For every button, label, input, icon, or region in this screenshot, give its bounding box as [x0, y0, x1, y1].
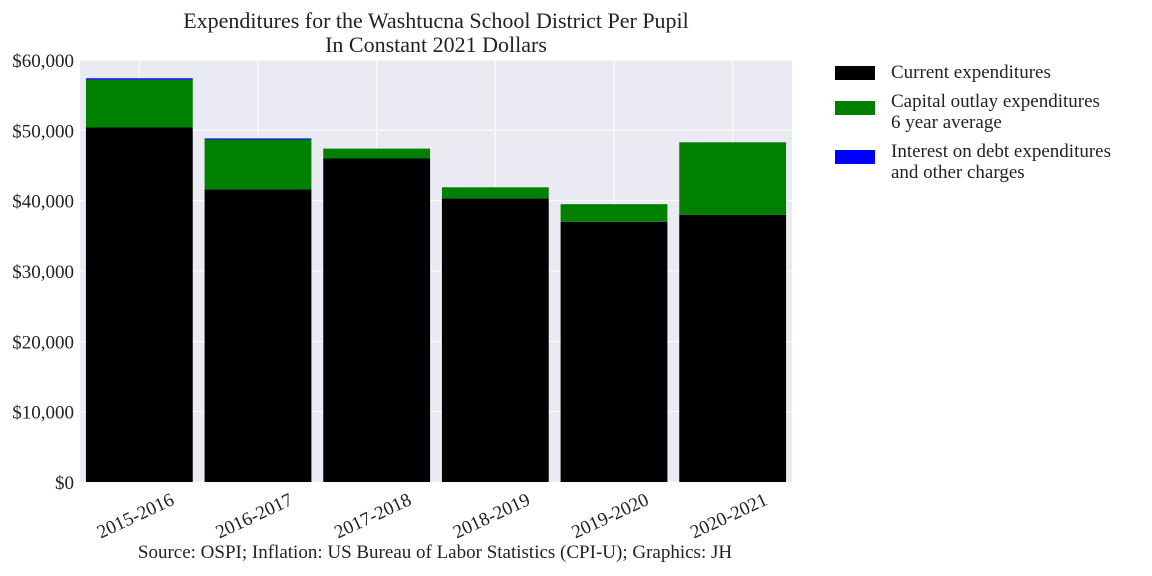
legend-swatch-current: [835, 66, 875, 80]
x-tick-label: 2017-2018: [331, 489, 414, 543]
legend-label: Current expenditures: [891, 62, 1051, 83]
chart-subtitle: In Constant 2021 Dollars: [325, 32, 547, 57]
bar-segment: [85, 79, 193, 128]
legend-label: and other charges: [891, 162, 1025, 183]
x-tick-label: 2020-2021: [687, 489, 770, 543]
y-tick-label: $20,000: [12, 332, 74, 353]
y-tick-label: $40,000: [12, 192, 74, 213]
y-tick-label: $30,000: [12, 262, 74, 283]
bar-segment: [204, 189, 312, 482]
source-note: Source: OSPI; Inflation: US Bureau of La…: [137, 542, 733, 563]
bar-segment: [441, 198, 549, 482]
legend-item-interest: Interest on debt expenditures and other …: [835, 141, 1145, 183]
y-tick-label: $50,000: [12, 121, 74, 142]
legend-label: Interest on debt expenditures: [891, 141, 1112, 162]
legend: Current expenditures Capital outlay expe…: [835, 62, 1145, 189]
legend-swatch-capital: [835, 101, 875, 115]
bar-segment: [204, 138, 312, 140]
x-tick-label: 2018-2019: [450, 489, 533, 543]
bar-segment: [560, 204, 668, 222]
x-tick-label: 2015-2016: [94, 489, 177, 543]
bar-segment: [679, 214, 787, 482]
bar-segment: [560, 221, 668, 482]
legend-item-current: Current expenditures: [835, 62, 1145, 83]
bar-segment: [323, 158, 431, 482]
legend-swatch-interest: [835, 150, 875, 164]
bar-segment: [679, 142, 787, 215]
bar-segment: [204, 139, 312, 190]
legend-label: Capital outlay expenditures: [891, 91, 1100, 112]
legend-item-capital: Capital outlay expenditures 6 year avera…: [835, 91, 1145, 133]
y-tick-label: $60,000: [12, 51, 74, 72]
y-tick-label: $10,000: [12, 403, 74, 424]
bar-segment: [441, 187, 549, 199]
chart-title: Expenditures for the Washtucna School Di…: [183, 8, 689, 33]
bar-segment: [85, 78, 193, 80]
x-tick-label: 2019-2020: [569, 489, 652, 543]
bar-segment: [85, 127, 193, 483]
x-tick-label: 2016-2017: [213, 489, 296, 543]
y-tick-label: $0: [55, 473, 74, 494]
legend-label: 6 year average: [891, 112, 1002, 133]
bar-segment: [323, 148, 431, 159]
